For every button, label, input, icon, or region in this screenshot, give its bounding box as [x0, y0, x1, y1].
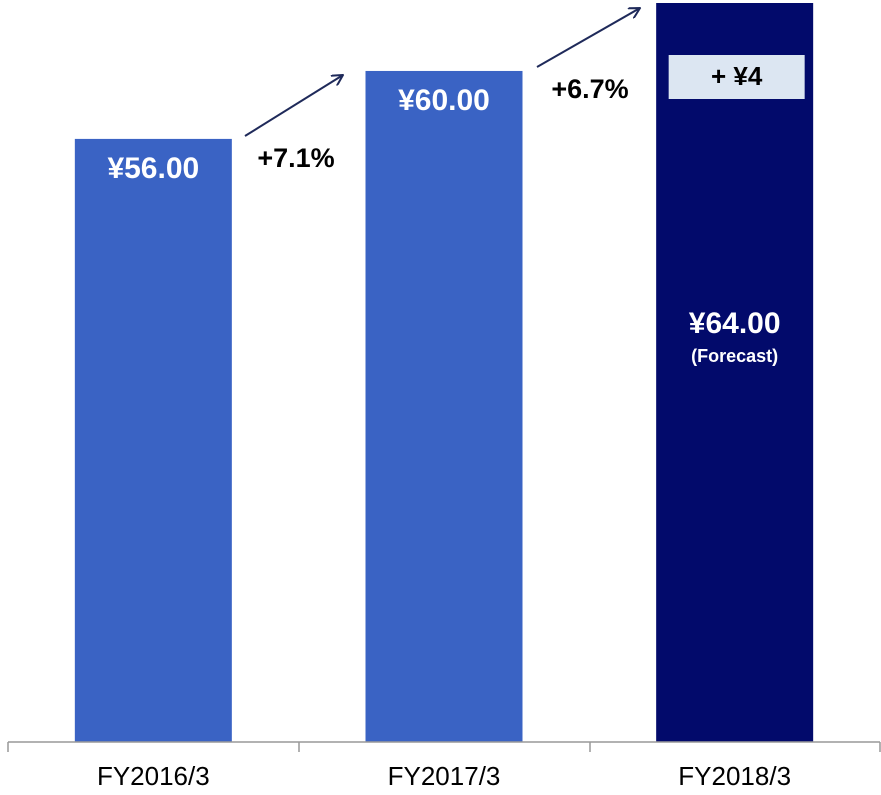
- bars: [74, 3, 814, 742]
- overlay: ¥56.00 ¥60.00 ¥64.00 (Forecast) + ¥4: [107, 55, 805, 366]
- increase-box: [668, 55, 805, 99]
- value-label: ¥56.00: [107, 152, 199, 185]
- increase-label: + ¥4: [711, 61, 763, 91]
- value-label: ¥60.00: [398, 84, 490, 117]
- x-tick-label: FY2018/3: [678, 761, 791, 791]
- growth-label: +7.1%: [257, 143, 334, 173]
- forecast-label: (Forecast): [691, 346, 778, 366]
- bar: [656, 3, 814, 742]
- growth-arrow: [536, 8, 640, 68]
- growth-label: +6.7%: [551, 74, 628, 104]
- value-label: ¥64.00: [689, 307, 781, 340]
- x-tick-label: FY2017/3: [388, 761, 501, 791]
- x-tick-label: FY2016/3: [97, 761, 210, 791]
- bar: [74, 138, 232, 742]
- growth-arrow: [244, 75, 343, 137]
- bar: [365, 70, 523, 742]
